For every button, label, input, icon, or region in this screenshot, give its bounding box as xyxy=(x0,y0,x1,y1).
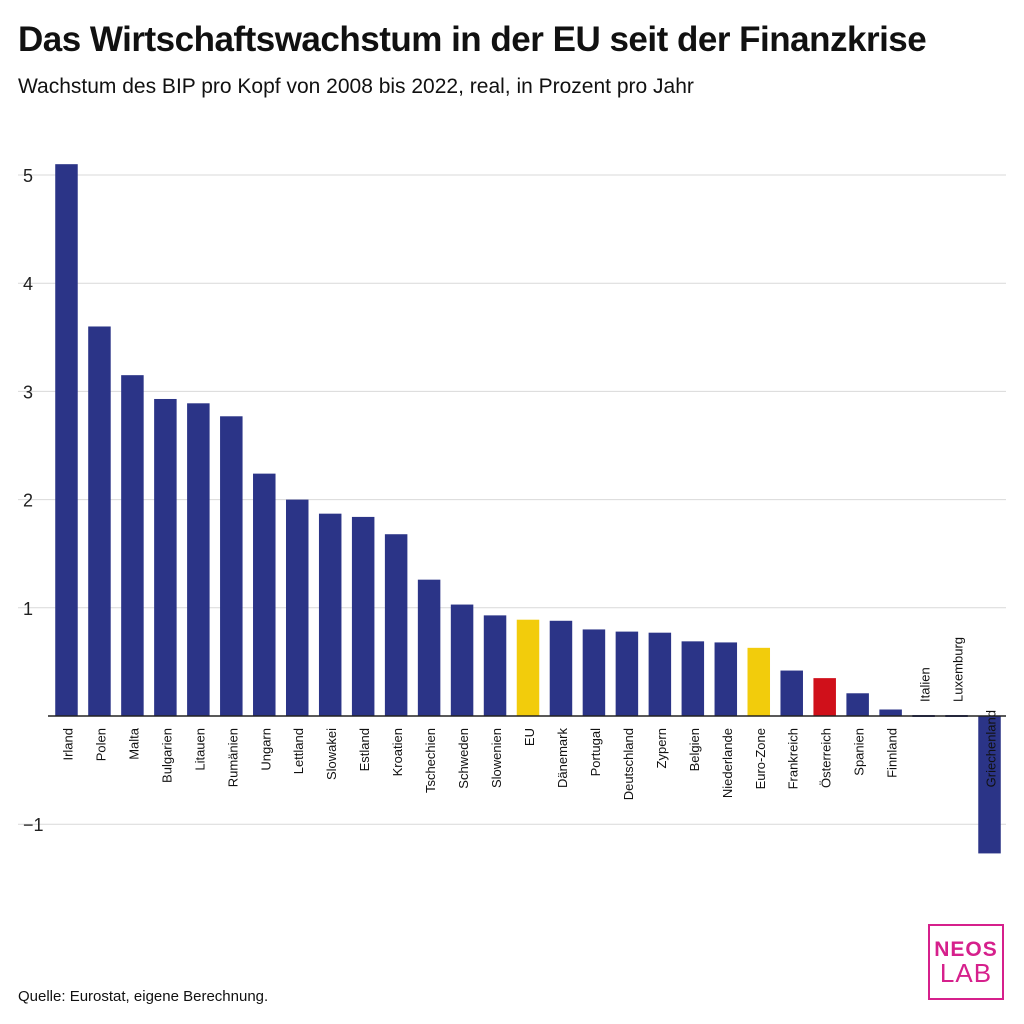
category-label: Deutschland xyxy=(621,728,636,800)
category-label: Malta xyxy=(126,727,141,760)
y-tick-label: 1 xyxy=(23,599,33,619)
category-label: Polen xyxy=(93,728,108,761)
category-label: Frankreich xyxy=(786,728,801,789)
category-label: Bulgarien xyxy=(159,728,174,783)
category-label: Slowenien xyxy=(489,728,504,788)
bar xyxy=(483,615,507,716)
bar xyxy=(813,678,836,716)
bar xyxy=(318,513,342,716)
y-tick-labels: 5 4 3 2 1 −1 xyxy=(23,166,44,835)
bar xyxy=(516,619,540,716)
category-labels: Irland Polen Malta Bulgarien Litauen Rumänien… xyxy=(60,637,998,800)
bar xyxy=(978,716,1001,854)
category-label: Ungarn xyxy=(258,728,273,771)
y-tick-label: 3 xyxy=(23,382,33,402)
category-label: Schweden xyxy=(456,728,471,789)
logo-line-2: LAB xyxy=(939,957,993,988)
bar xyxy=(55,164,78,716)
category-label: Lettland xyxy=(291,728,306,774)
bar xyxy=(285,499,309,716)
category-label: Kroatien xyxy=(390,728,405,776)
bar xyxy=(450,604,474,716)
bar xyxy=(747,647,771,716)
bar xyxy=(417,579,441,716)
y-tick-label: 2 xyxy=(23,491,33,511)
bar xyxy=(154,398,177,716)
bar xyxy=(846,693,869,716)
category-label: Rumänien xyxy=(225,728,240,787)
y-tick-label: −1 xyxy=(23,815,44,835)
category-label: Estland xyxy=(357,728,372,771)
gridlines xyxy=(18,174,1006,825)
bar xyxy=(648,632,672,716)
bar xyxy=(681,641,705,716)
category-label: Belgien xyxy=(687,728,702,771)
category-label: Dänemark xyxy=(555,728,570,788)
bar xyxy=(253,473,276,716)
category-label: Österreich xyxy=(819,728,834,788)
bar xyxy=(582,629,606,716)
category-label: EU xyxy=(522,728,537,746)
category-label: Italien xyxy=(918,667,933,702)
bar xyxy=(351,516,375,716)
y-tick-label: 4 xyxy=(23,274,33,294)
bar xyxy=(187,403,210,716)
category-label: Niederlande xyxy=(720,728,735,798)
neos-lab-logo: NEOS LAB xyxy=(928,924,1004,1000)
category-label: Finnland xyxy=(885,728,900,778)
bar xyxy=(549,620,573,716)
chart-subtitle: Wachstum des BIP pro Kopf von 2008 bis 2… xyxy=(18,75,694,98)
logo-line-1: NEOS xyxy=(934,937,998,961)
category-label: Portugal xyxy=(588,728,603,777)
category-label: Litauen xyxy=(192,728,207,771)
source-note: Quelle: Eurostat, eigene Berechnung. xyxy=(18,988,269,1005)
bar xyxy=(220,416,243,716)
bar xyxy=(780,670,803,716)
bar xyxy=(121,375,144,716)
category-label: Slowakei xyxy=(324,728,339,780)
chart-title: Das Wirtschaftswachstum in der EU seit d… xyxy=(18,20,927,59)
bar xyxy=(714,642,738,716)
bars xyxy=(55,164,1001,854)
y-tick-label: 5 xyxy=(23,166,33,186)
bar xyxy=(879,709,902,716)
bar xyxy=(88,326,111,716)
category-label: Zypern xyxy=(654,728,669,768)
category-label: Spanien xyxy=(852,728,867,776)
category-label: Griechenland xyxy=(984,710,999,787)
bar-chart: 5 4 3 2 1 −1 Irland Polen Malta Bulgarien Litauen… xyxy=(18,164,1006,854)
category-label: Luxemburg xyxy=(951,637,966,702)
bar xyxy=(615,631,639,716)
bar xyxy=(384,534,408,716)
category-label: Euro-Zone xyxy=(753,728,768,789)
category-label: Irland xyxy=(60,728,75,761)
category-label: Tschechien xyxy=(423,728,438,793)
